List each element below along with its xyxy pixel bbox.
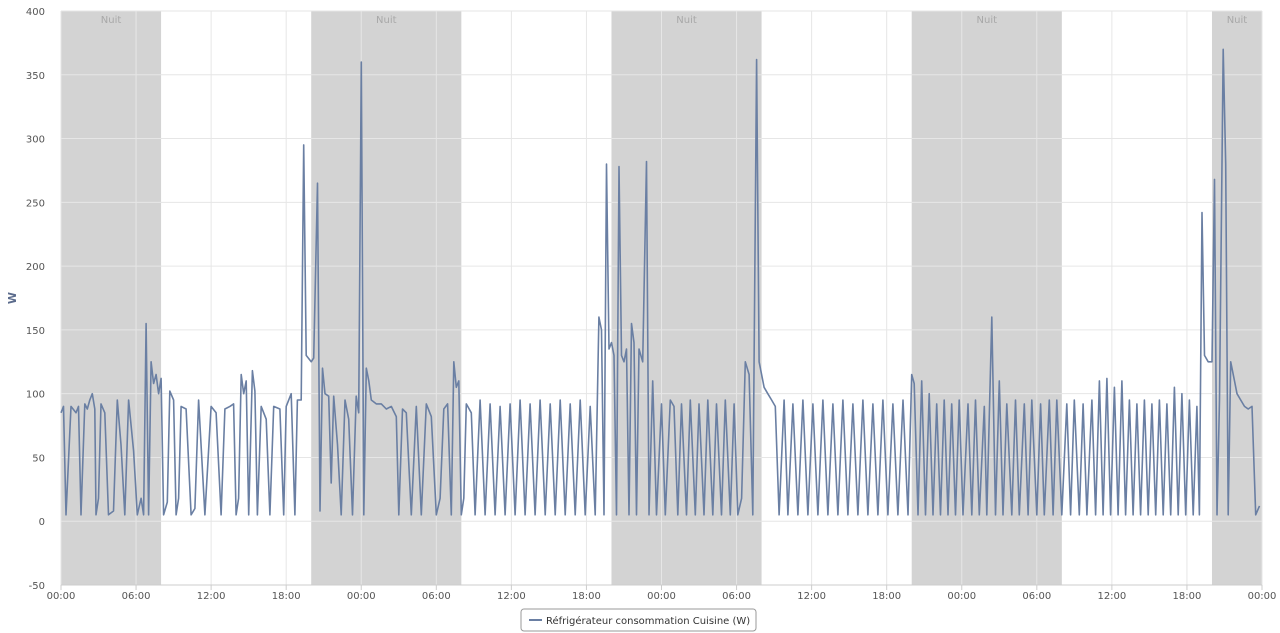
x-tick-label: 18:00 <box>272 591 301 602</box>
x-axis-ticks: 00:00 06:00 12:00 18:00 00:00 06:00 12:00 18:00… <box>47 585 1277 602</box>
y-tick-label: 250 <box>26 198 45 209</box>
legend-label[interactable]: Réfrigérateur consommation Cuisine (W) <box>546 615 750 627</box>
x-tick-label: 12:00 <box>197 591 226 602</box>
x-tick-label: 06:00 <box>1022 591 1051 602</box>
x-tick-label: 00:00 <box>647 591 676 602</box>
x-tick-label: 12:00 <box>497 591 526 602</box>
y-axis-ticks: -50 0 50 100 150 200 250 300 350 400 <box>26 7 45 592</box>
y-tick-label: 100 <box>26 390 45 401</box>
night-band <box>311 11 462 585</box>
y-axis-label: W <box>6 292 19 304</box>
x-tick-label: 06:00 <box>122 591 151 602</box>
y-tick-label: 0 <box>39 517 45 528</box>
y-tick-label: 350 <box>26 71 45 82</box>
series-layer <box>60 48 1261 516</box>
night-band-label: Nuit <box>101 15 122 26</box>
y-tick-label: 50 <box>32 453 45 464</box>
night-band-label: Nuit <box>676 15 697 26</box>
y-tick-label: -50 <box>29 581 45 592</box>
x-tick-label: 00:00 <box>947 591 976 602</box>
legend[interactable]: Réfrigérateur consommation Cuisine (W) <box>520 608 757 632</box>
series-line <box>60 48 1261 516</box>
y-tick-label: 400 <box>26 7 45 18</box>
x-tick-label: 12:00 <box>797 591 826 602</box>
x-tick-label: 06:00 <box>722 591 751 602</box>
y-tick-label: 300 <box>26 135 45 146</box>
x-tick-label: 18:00 <box>1173 591 1202 602</box>
x-tick-label: 06:00 <box>422 591 451 602</box>
x-tick-label: 18:00 <box>872 591 901 602</box>
x-tick-label: 00:00 <box>1248 591 1277 602</box>
y-tick-label: 150 <box>26 326 45 337</box>
night-band-label: Nuit <box>1227 15 1248 26</box>
gridlines <box>60 10 1263 586</box>
night-band-label: Nuit <box>977 15 998 26</box>
night-band-label: Nuit <box>376 15 397 26</box>
legend-box[interactable] <box>520 608 757 632</box>
x-tick-label: 12:00 <box>1097 591 1126 602</box>
x-tick-label: 00:00 <box>347 591 376 602</box>
x-tick-label: 00:00 <box>47 591 76 602</box>
x-tick-label: 18:00 <box>572 591 601 602</box>
night-band <box>61 11 162 585</box>
y-tick-label: 200 <box>26 262 45 273</box>
